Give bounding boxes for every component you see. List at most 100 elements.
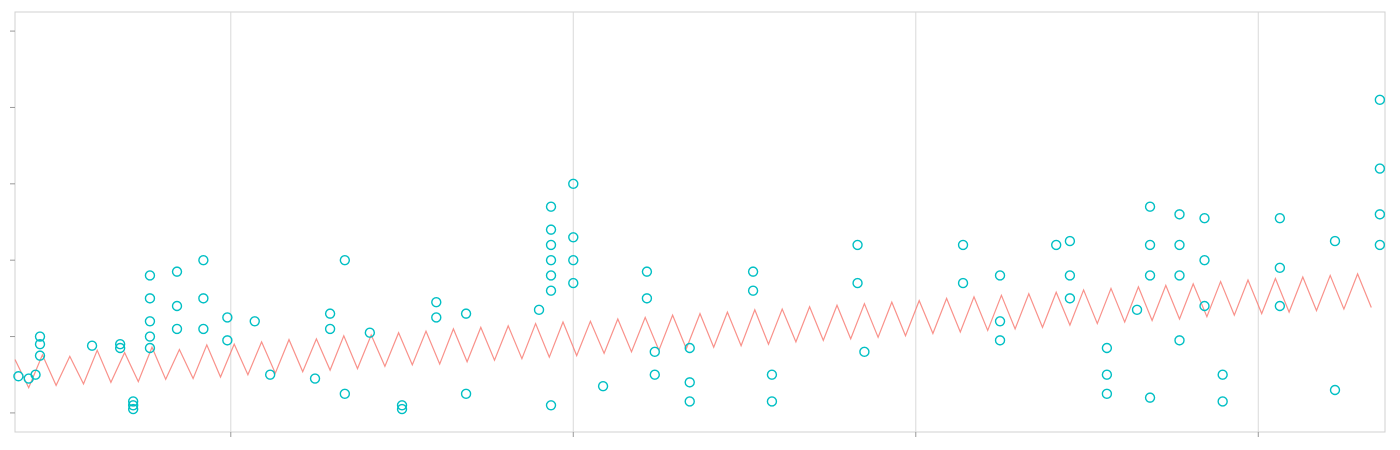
anomaly-point bbox=[364, 327, 376, 338]
anomaly-point bbox=[766, 369, 778, 380]
anomaly-point bbox=[1329, 384, 1341, 396]
anomaly-point bbox=[339, 388, 351, 400]
anomaly-point bbox=[431, 296, 442, 308]
anomaly-point bbox=[114, 342, 126, 354]
anomaly-point bbox=[1374, 239, 1386, 251]
anomaly-point bbox=[568, 232, 579, 243]
anomaly-point bbox=[545, 224, 557, 235]
anomaly-point bbox=[1064, 293, 1076, 304]
anomaly-point bbox=[222, 312, 233, 323]
anomaly-point bbox=[545, 270, 557, 281]
anomaly-point bbox=[766, 396, 778, 407]
series-line bbox=[14, 272, 1372, 390]
anomaly-point bbox=[34, 350, 46, 361]
anomaly-point bbox=[144, 331, 156, 342]
anomaly-point bbox=[533, 304, 545, 316]
anomaly-point bbox=[957, 277, 969, 289]
anomaly-point bbox=[1064, 270, 1076, 281]
anomaly-point bbox=[1274, 300, 1286, 312]
plot-frame bbox=[14, 11, 1386, 433]
anomaly-point bbox=[545, 400, 557, 411]
anomaly-point bbox=[1144, 201, 1156, 212]
anomaly-point bbox=[1199, 254, 1210, 266]
anomaly-point bbox=[852, 239, 863, 251]
anomaly-point bbox=[641, 266, 653, 277]
anomaly-point bbox=[1374, 94, 1386, 106]
anomaly-point bbox=[460, 308, 472, 319]
anomaly-point bbox=[249, 316, 260, 327]
anomaly-point bbox=[324, 323, 336, 335]
anomaly-point bbox=[1174, 239, 1185, 251]
anomaly-point bbox=[144, 293, 156, 304]
anomaly-point bbox=[568, 277, 579, 289]
anomaly-point bbox=[859, 346, 870, 358]
anomaly-point bbox=[994, 335, 1006, 346]
anomaly-point bbox=[649, 346, 660, 358]
anomaly-point bbox=[649, 369, 660, 380]
anomaly-point bbox=[396, 403, 408, 415]
anomaly-point bbox=[144, 342, 156, 354]
anomaly-point bbox=[1101, 369, 1113, 380]
anomaly-point bbox=[994, 270, 1006, 281]
anomaly-point bbox=[114, 338, 126, 350]
anomaly-point bbox=[545, 254, 557, 266]
anomaly-point bbox=[1144, 239, 1156, 251]
anomaly-point bbox=[171, 300, 183, 312]
anomaly-point bbox=[1131, 304, 1143, 316]
anomaly-point bbox=[127, 403, 139, 415]
anomaly-point bbox=[568, 254, 579, 266]
anomaly-point bbox=[339, 254, 351, 266]
anomaly-point bbox=[431, 312, 442, 323]
anomaly-point bbox=[127, 396, 139, 407]
anomaly-point bbox=[568, 178, 579, 190]
anomaly-point bbox=[1144, 392, 1156, 403]
anomaly-point bbox=[309, 373, 321, 384]
anomaly-point bbox=[34, 331, 46, 342]
anomaly-point bbox=[144, 270, 156, 281]
anomaly-point bbox=[1217, 396, 1228, 407]
anomaly-point bbox=[1374, 209, 1386, 220]
anomaly-point bbox=[1144, 270, 1156, 281]
anomaly-point bbox=[957, 239, 969, 251]
anomaly-point bbox=[1174, 335, 1185, 346]
anomaly-point bbox=[198, 254, 209, 266]
anomaly-point bbox=[1374, 163, 1386, 174]
anomaly-point bbox=[198, 323, 209, 335]
anomaly-point bbox=[1101, 342, 1113, 354]
anomaly-point bbox=[1174, 270, 1185, 281]
anomaly-point bbox=[34, 338, 46, 350]
anomaly-point bbox=[144, 316, 156, 327]
anomaly-point bbox=[1174, 209, 1185, 220]
anomaly-point bbox=[1217, 369, 1228, 380]
anomaly-point bbox=[86, 340, 98, 351]
anomaly-point bbox=[324, 308, 336, 319]
anomaly-point bbox=[171, 266, 183, 277]
anomaly-point bbox=[545, 239, 557, 251]
anomaly-point bbox=[747, 285, 759, 296]
anomaly-point bbox=[597, 380, 609, 392]
anomaly-point bbox=[747, 266, 759, 277]
anomaly-point bbox=[460, 388, 472, 400]
anomaly-point bbox=[1329, 235, 1341, 247]
anomaly-point bbox=[1050, 239, 1062, 251]
anomaly-point bbox=[198, 293, 209, 304]
anomaly-point bbox=[1274, 262, 1286, 274]
anomaly-point bbox=[545, 285, 557, 296]
anomaly-point bbox=[13, 371, 24, 382]
anomaly-point bbox=[684, 342, 695, 354]
anomaly-point bbox=[641, 293, 653, 304]
anomaly-point bbox=[264, 369, 276, 380]
anomaly-point bbox=[1199, 300, 1210, 312]
anomaly-point bbox=[1101, 388, 1113, 400]
anomaly-point bbox=[127, 400, 139, 411]
anomaly-point bbox=[545, 201, 557, 212]
anomaly-point bbox=[684, 396, 695, 407]
anomaly-point bbox=[30, 369, 41, 380]
anomaly-point bbox=[852, 277, 863, 289]
anomaly-point bbox=[994, 316, 1006, 327]
anomaly-point bbox=[1199, 212, 1210, 224]
anomaly-point bbox=[222, 335, 233, 346]
anomaly-point bbox=[1064, 235, 1076, 247]
